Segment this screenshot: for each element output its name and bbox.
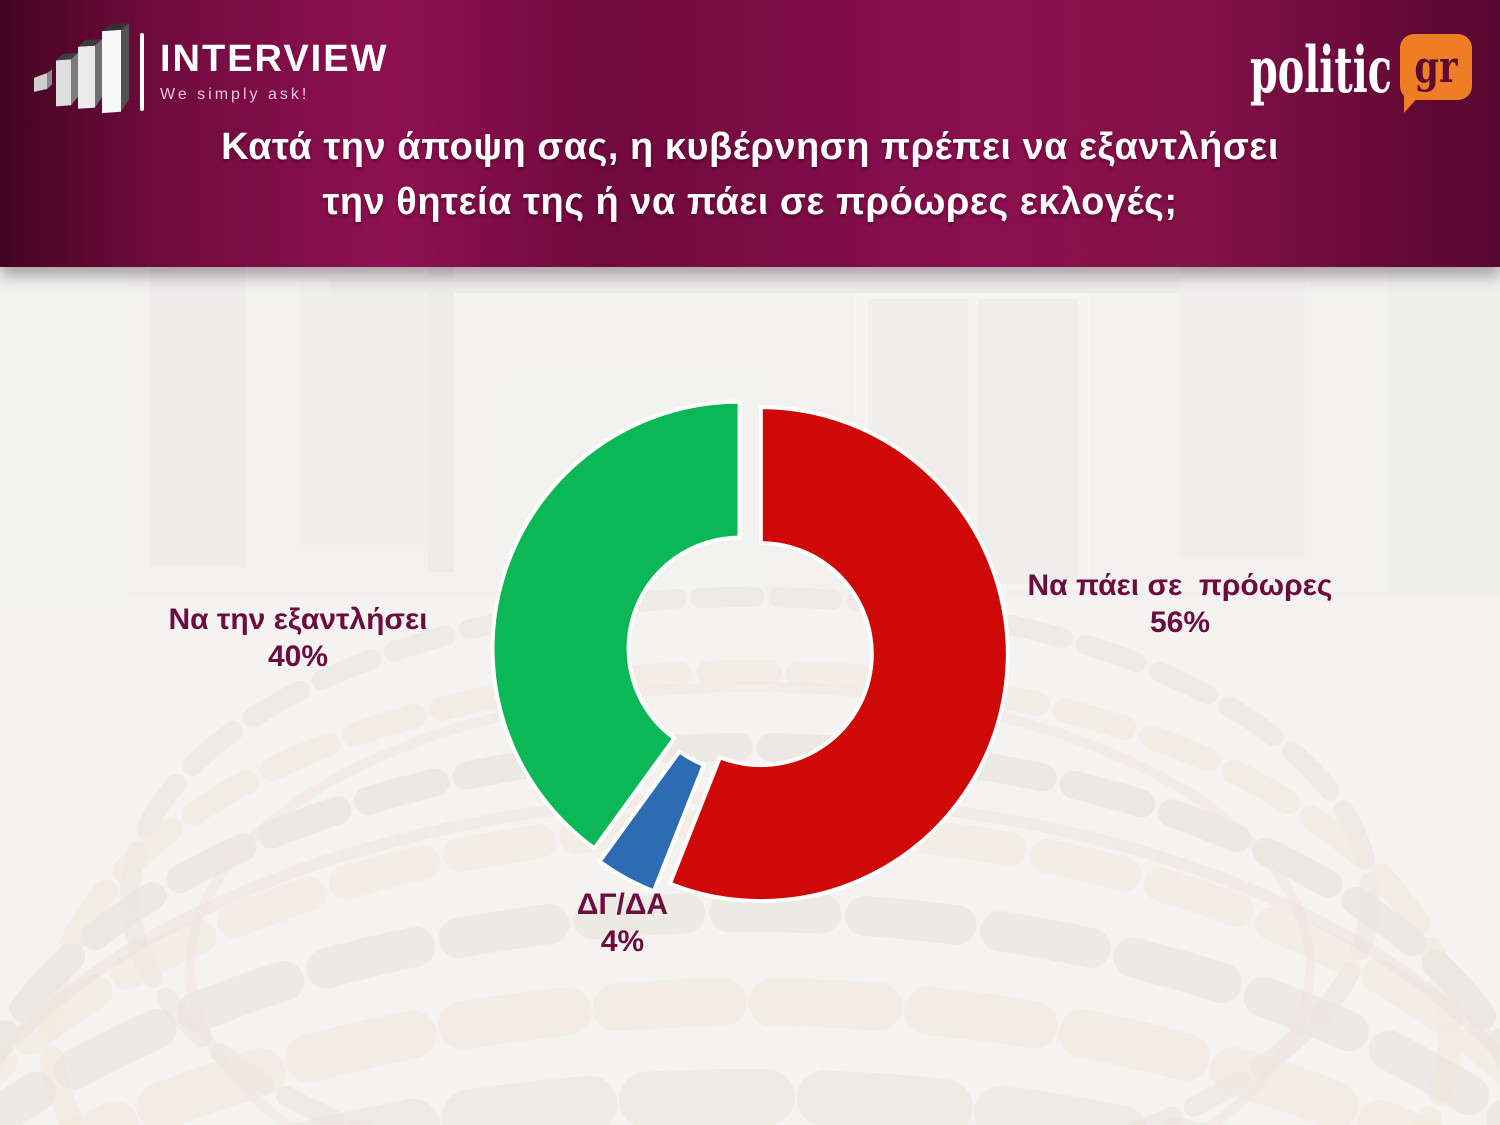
label-dk-na-text: ΔΓ/ΔΑ [576, 888, 669, 921]
donut-slice-exhaust-term [490, 399, 742, 851]
interview-bars-icon [34, 23, 129, 114]
label-early-elections-text: Να πάει σε πρόωρες [1027, 569, 1333, 602]
poll-question-line-1: Κατά την άποψη σας, η κυβέρνηση πρέπει ν… [221, 126, 1279, 168]
header-banner: INTERVIEW We simply ask! politic gr Κατά… [0, 0, 1500, 267]
label-exhaust-term-percent: 40% [267, 640, 329, 673]
donut-chart [490, 399, 1010, 904]
politic-logo-wordmark: politic [1250, 33, 1392, 109]
politic-logo: politic gr [1163, 33, 1472, 113]
label-early-elections-percent: 56% [1149, 606, 1211, 639]
label-exhaust-term: Να την εξαντλήσει 40% [128, 601, 468, 675]
donut-slice-early-elections [667, 405, 1010, 904]
politic-gr-badge-text: gr [1414, 41, 1458, 93]
poll-question-line-2: την θητεία της ή να πάει σε πρόωρες εκλο… [322, 181, 1178, 223]
label-exhaust-term-text: Να την εξαντλήσει [168, 603, 428, 636]
donut-slice-dk-na [597, 749, 706, 894]
poll-question-title: Κατά την άποψη σας, η κυβέρνηση πρέπει ν… [0, 120, 1500, 230]
interview-logo-name: INTERVIEW [160, 38, 389, 81]
politic-badge-tail-icon [1404, 95, 1420, 113]
politic-gr-badge: gr [1400, 34, 1472, 113]
label-early-elections: Να πάει σε πρόωρες 56% [1010, 567, 1350, 641]
label-dk-na: ΔΓ/ΔΑ 4% [520, 886, 725, 960]
logo-divider [140, 33, 144, 111]
interview-logo-tagline: We simply ask! [160, 85, 310, 103]
label-dk-na-percent: 4% [600, 925, 645, 958]
interview-logo: INTERVIEW We simply ask! [32, 22, 388, 122]
